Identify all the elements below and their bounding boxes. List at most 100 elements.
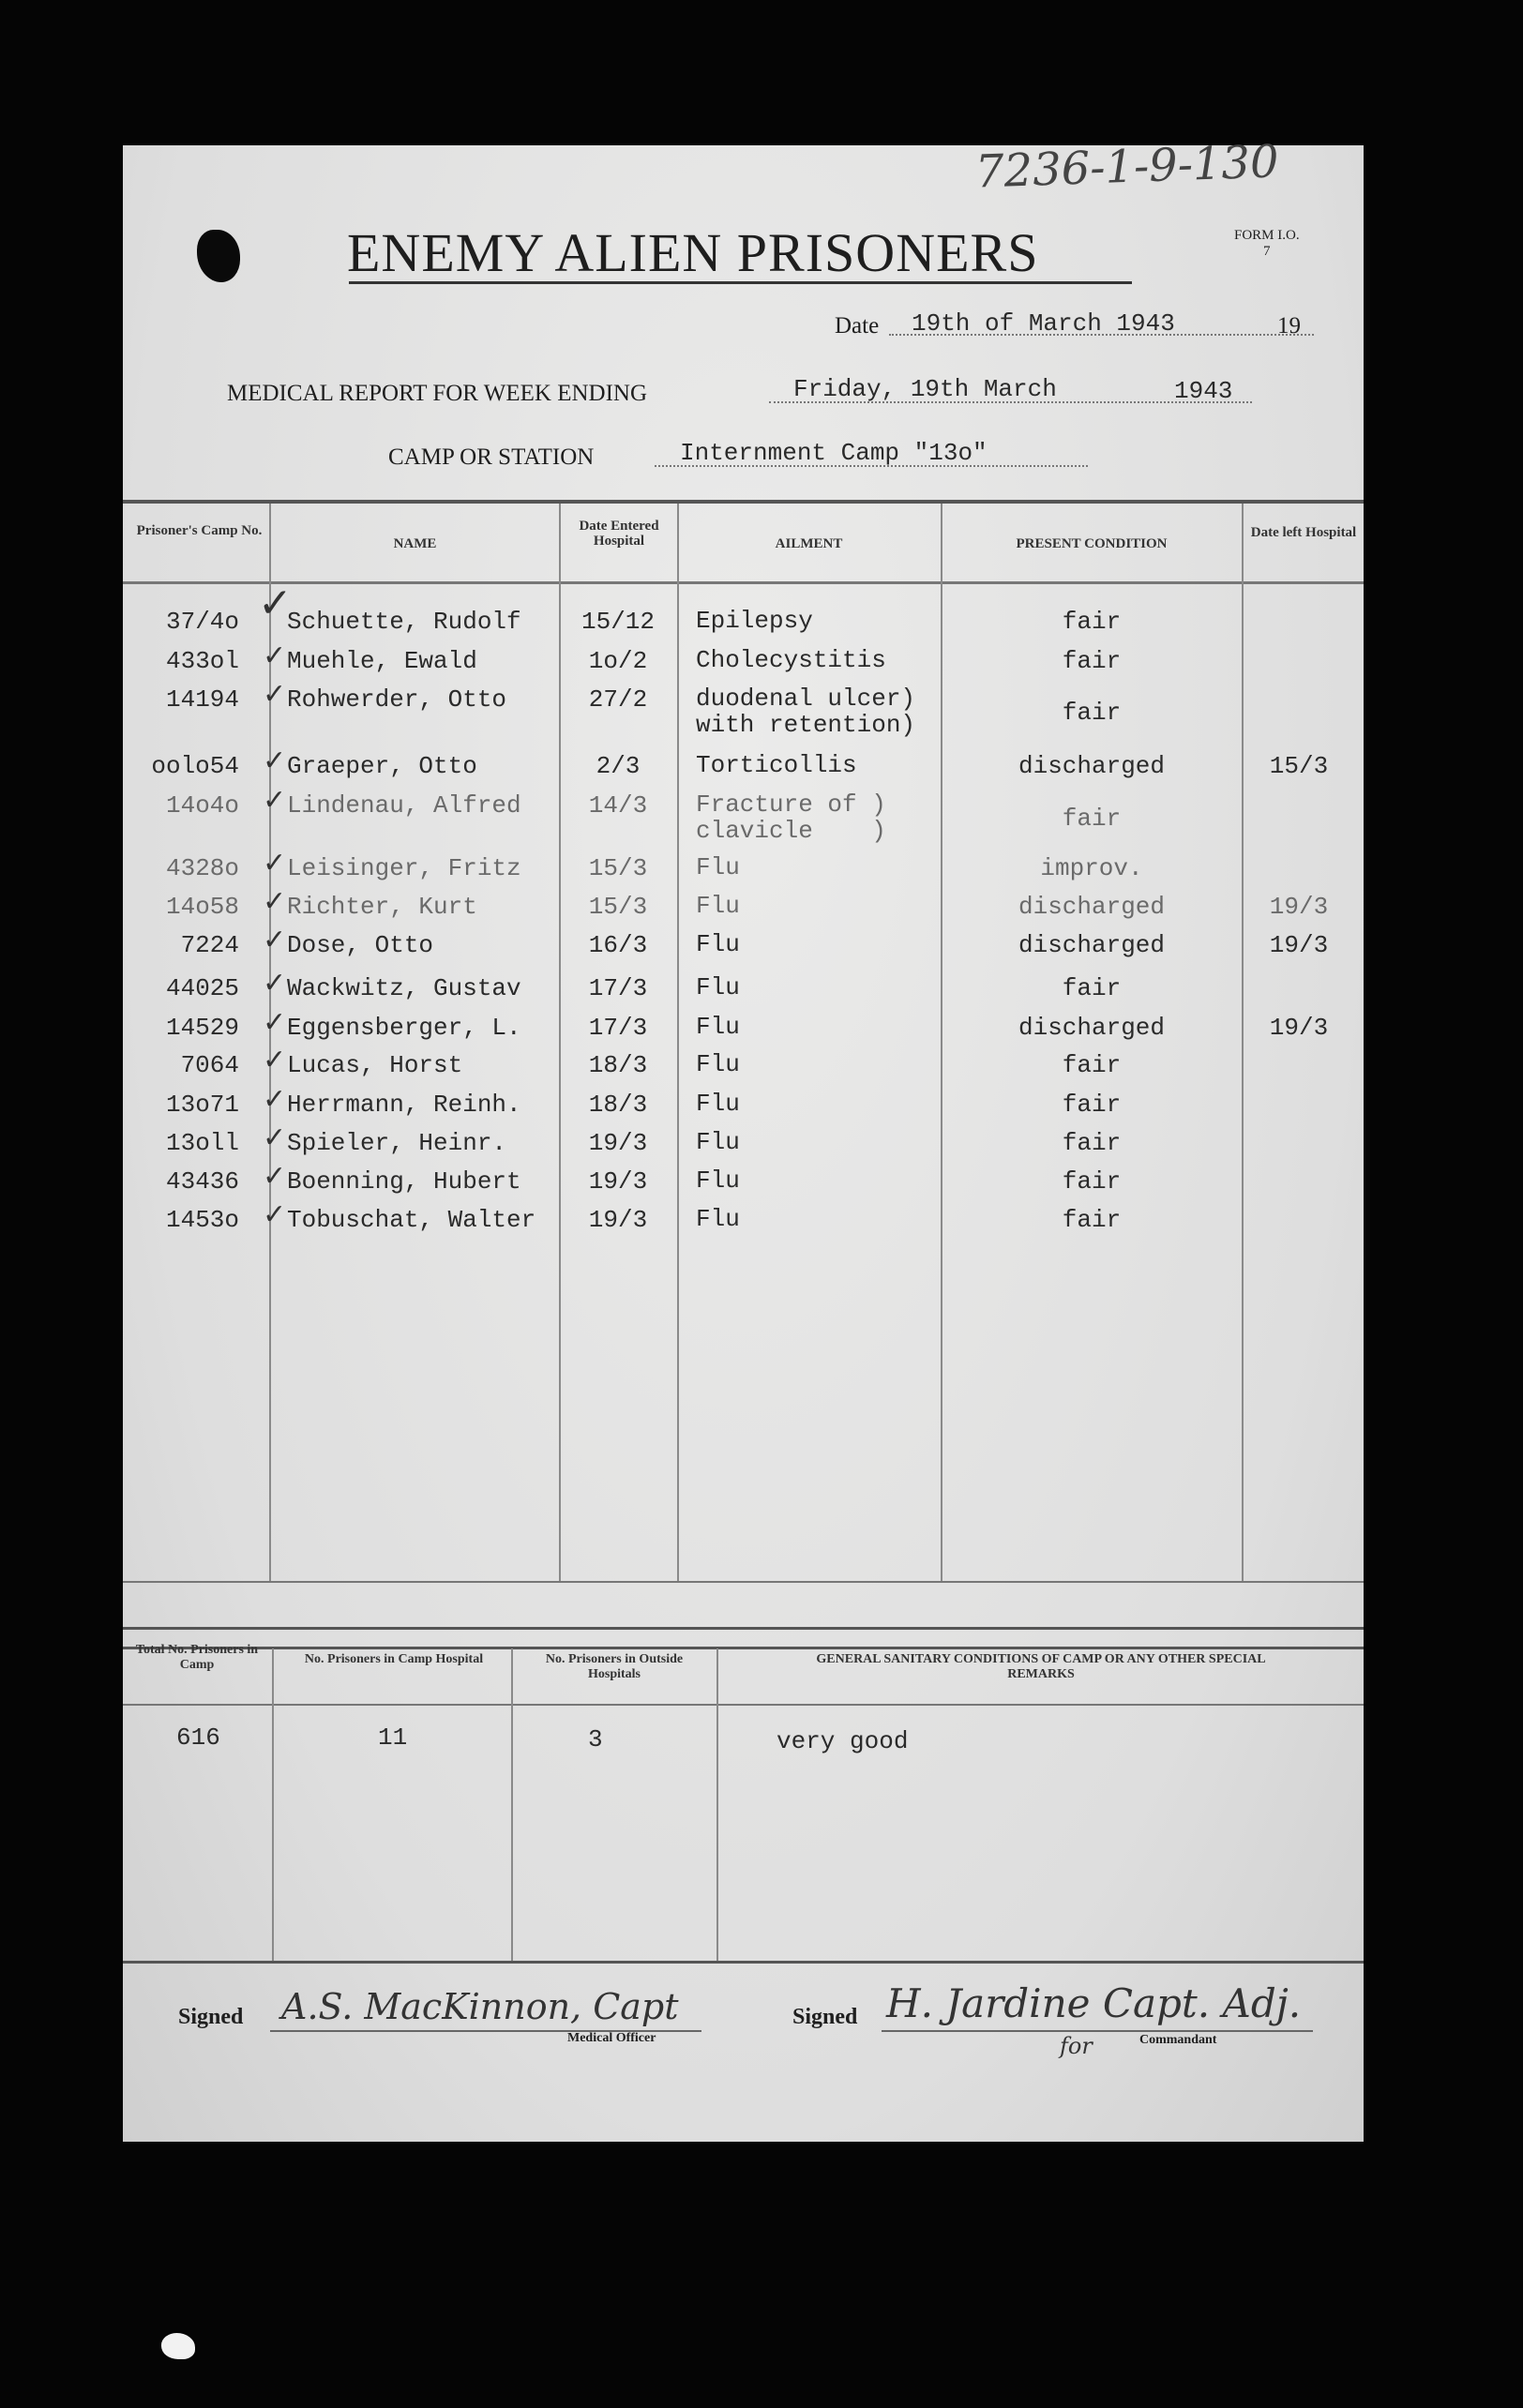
condition-cell: improv. [1040, 854, 1143, 882]
camp-no-cell: 433ol [165, 647, 239, 675]
camp-label: CAMP OR STATION [388, 444, 595, 470]
signed-label-commandant: Signed [792, 2005, 858, 2029]
commandant-signature: H. Jardine Capt. Adj. [886, 1980, 1302, 2026]
ailment-cell: Flu [696, 1013, 740, 1041]
remarks-value: very good [777, 1727, 909, 1755]
condition-cell: fair [1062, 1091, 1122, 1119]
check-mark-icon: ✓ [263, 784, 287, 817]
medical-officer-signature: A.S. MacKinnon, Capt [281, 1986, 679, 2027]
condition-cell: discharged [1018, 752, 1166, 780]
camp-no-cell: 7064 [180, 1051, 239, 1079]
ailment-cell: Cholecystitis [696, 646, 886, 674]
form-id-number: 7 [1263, 244, 1271, 259]
name-cell: Graeper, Otto [287, 752, 477, 780]
ailment-cell: duodenal ulcer) with retention) [696, 685, 916, 739]
camp-no-cell: 7224 [180, 931, 239, 959]
condition-cell: fair [1062, 1051, 1122, 1079]
medical-officer-role: Medical Officer [567, 2031, 656, 2045]
check-mark-icon: ✓ [263, 1121, 287, 1154]
camp-hospital-value: 11 [378, 1723, 408, 1752]
camp-line [655, 465, 1088, 467]
check-mark-icon: ✓ [263, 967, 287, 1000]
summary-bottom-rule [123, 1961, 1364, 1964]
condition-cell: fair [1062, 647, 1122, 675]
name-cell: Muehle, Ewald [287, 647, 477, 675]
name-cell: Spieler, Heinr. [287, 1129, 507, 1157]
name-cell: Tobuschat, Walter [287, 1206, 536, 1234]
column-divider [677, 504, 679, 1582]
week-ending-label: MEDICAL REPORT FOR WEEK ENDING [227, 381, 648, 406]
name-cell: Eggensberger, L. [287, 1014, 521, 1042]
camp-value: Internment Camp "13o" [680, 439, 988, 467]
date-left-cell: 19/3 [1269, 931, 1329, 959]
date-entered-cell: 16/3 [588, 931, 648, 959]
check-mark-icon: ✓ [263, 924, 287, 956]
date-entered-cell: 17/3 [588, 1014, 648, 1042]
condition-cell: fair [1062, 608, 1122, 636]
date-left-cell: 19/3 [1269, 893, 1329, 921]
ailment-cell: Flu [696, 973, 740, 1001]
date-left-cell: 19/3 [1269, 1014, 1329, 1042]
header-camp-hospital: No. Prisoners in Camp Hospital [304, 1652, 484, 1666]
signature-line [882, 2030, 1313, 2032]
date-entered-cell: 18/3 [588, 1091, 648, 1119]
column-divider [272, 1648, 274, 1962]
header-date-entered: Date Entered Hospital [579, 519, 659, 549]
camp-no-cell: 37/4o [165, 608, 239, 636]
camp-no-cell: 44025 [165, 974, 239, 1002]
date-value: 19th of March 1943 [912, 309, 1175, 338]
form-id: FORM I.O. 7 [1234, 228, 1300, 260]
check-mark-icon: ✓ [263, 885, 287, 918]
check-mark-icon: ✓ [263, 640, 287, 672]
date-entered-cell: 1o/2 [588, 647, 648, 675]
camp-no-cell: 14o4o [165, 791, 239, 820]
condition-cell: discharged [1018, 893, 1166, 921]
outside-hospitals-value: 3 [588, 1725, 603, 1753]
date-line [889, 334, 1314, 336]
date-entered-cell: 15/12 [581, 608, 655, 636]
reference-number: 7236-1-9-130 [974, 135, 1280, 199]
date-entered-cell: 18/3 [588, 1051, 648, 1079]
date-entered-cell: 19/3 [588, 1167, 648, 1196]
name-cell: Lucas, Horst [287, 1051, 463, 1079]
column-divider [1242, 504, 1244, 1582]
name-cell: Leisinger, Fritz [287, 854, 521, 882]
table-bottom-rule [123, 1581, 1364, 1583]
date-entered-cell: 19/3 [588, 1206, 648, 1234]
week-ending-year: 1943 [1174, 377, 1233, 405]
condition-cell: fair [1062, 805, 1122, 833]
condition-cell: fair [1062, 1129, 1122, 1157]
ailment-cell: Flu [696, 1166, 740, 1195]
ailment-cell: Flu [696, 1050, 740, 1078]
name-cell: Wackwitz, Gustav [287, 974, 521, 1002]
date-entered-cell: 17/3 [588, 974, 648, 1002]
check-mark-icon: ✓ [263, 678, 287, 711]
camp-no-cell: 1453o [165, 1206, 239, 1234]
condition-cell: fair [1062, 1167, 1122, 1196]
camp-no-cell: 4328o [165, 854, 239, 882]
name-cell: Schuette, Rudolf [287, 608, 521, 636]
ailment-cell: Flu [696, 930, 740, 958]
camp-no-cell: 14o58 [165, 893, 239, 921]
summary-header-rule [123, 1704, 1364, 1706]
date-year-prefix: 19 [1277, 313, 1301, 339]
document-title: ENEMY ALIEN PRISONERS [347, 222, 1039, 283]
name-cell: Dose, Otto [287, 931, 434, 959]
date-entered-cell: 14/3 [588, 791, 648, 820]
film-speck [161, 2333, 195, 2359]
ailment-cell: Fracture of ) clavicle ) [696, 790, 886, 845]
name-cell: Rohwerder, Otto [287, 685, 507, 714]
condition-cell: discharged [1018, 1014, 1166, 1042]
camp-no-cell: 43436 [165, 1167, 239, 1196]
condition-cell: discharged [1018, 931, 1166, 959]
summary-header-top-rule [123, 1647, 1364, 1649]
table-top-rule [123, 500, 1364, 504]
check-mark-icon: ✓ [263, 847, 287, 880]
camp-no-cell: 13oll [165, 1129, 239, 1157]
camp-no-cell: 13o71 [165, 1091, 239, 1119]
camp-no-cell: oolo54 [151, 752, 239, 780]
column-divider [559, 504, 561, 1582]
table-header-rule [123, 581, 1364, 584]
ailment-cell: Flu [696, 1090, 740, 1118]
for-label: for [1060, 2033, 1093, 2059]
